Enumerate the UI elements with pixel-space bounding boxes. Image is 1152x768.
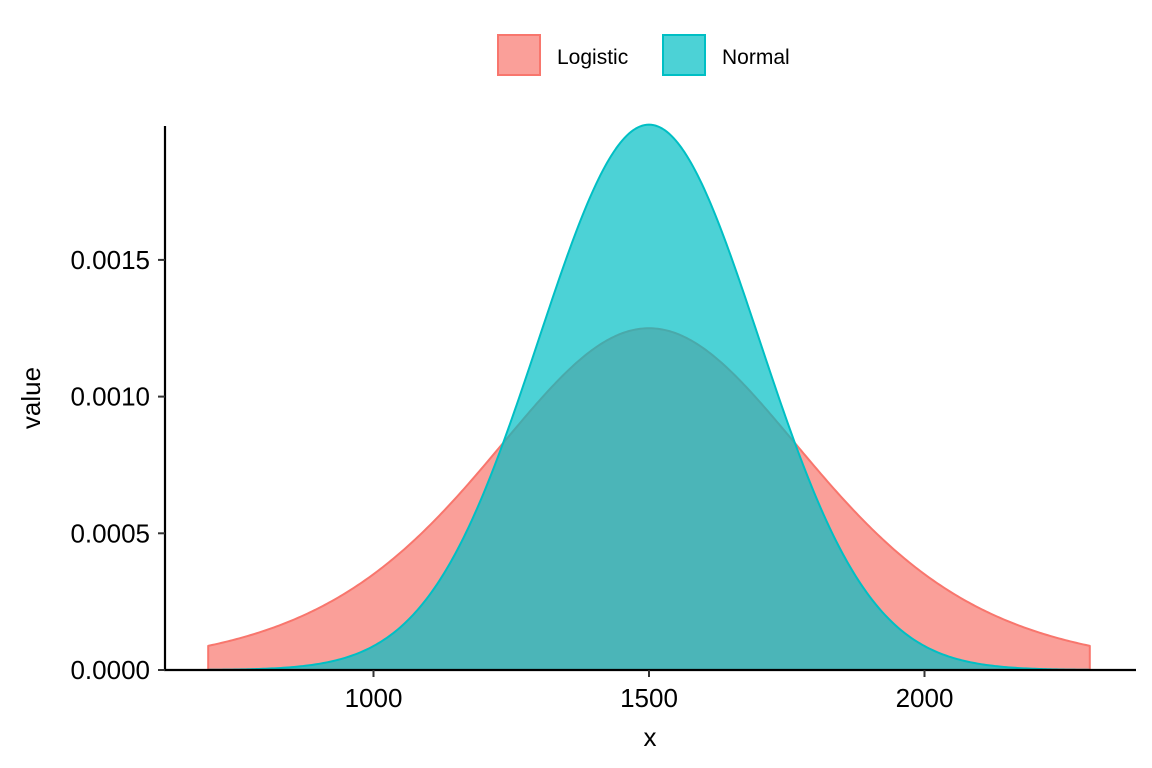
x-tick-label: 1500 (620, 683, 678, 713)
legend-key-logistic (497, 34, 541, 76)
y-axis-ticks: 0.0000 0.0005 0.0010 0.0015 (70, 245, 165, 685)
x-axis-ticks: 1000 1500 2000 (345, 670, 954, 713)
x-axis-title: x (644, 722, 657, 752)
y-tick-label: 0.0010 (70, 382, 150, 412)
legend-key-normal (662, 34, 706, 76)
y-tick-label: 0.0005 (70, 518, 150, 548)
legend: Logistic Normal (497, 34, 790, 76)
legend-label-normal: Normal (722, 46, 790, 69)
legend-item-logistic[interactable]: Logistic (497, 34, 628, 76)
y-tick-label: 0.0000 (70, 655, 150, 685)
x-tick-label: 2000 (896, 683, 954, 713)
y-axis-title: value (16, 367, 46, 429)
plot-area (207, 123, 1091, 671)
y-tick-label: 0.0015 (70, 245, 150, 275)
area-normal (207, 123, 1091, 671)
legend-item-normal[interactable]: Normal (662, 34, 790, 76)
legend-label-logistic: Logistic (557, 46, 628, 69)
x-tick-label: 1000 (345, 683, 403, 713)
